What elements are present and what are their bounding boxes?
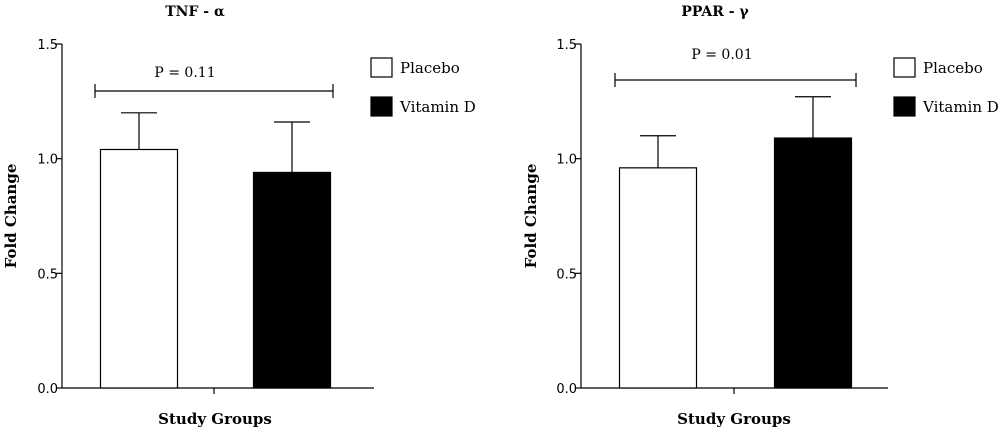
bar-placebo — [618, 167, 698, 389]
legend-swatch-vitamin-d — [370, 96, 393, 117]
legend-swatch-vitamin-d — [893, 96, 916, 117]
legend: Placebo Vitamin D — [370, 57, 476, 117]
p-value-annotation: P = 0.01 — [691, 47, 752, 63]
legend-label-vitamin-d: Vitamin D — [922, 98, 999, 116]
y-tick-label: 0.5 — [556, 267, 577, 282]
y-tick-label: 0.0 — [37, 382, 58, 397]
bar-vitamin-d — [252, 171, 332, 389]
p-value-annotation: P = 0.11 — [154, 65, 215, 81]
chart-title: TNF - α — [165, 4, 225, 20]
y-tick-label: 0.0 — [556, 382, 577, 397]
bar-vitamin-d — [773, 137, 853, 389]
legend-label-placebo: Placebo — [400, 59, 460, 77]
chart-panel-2: PPAR - γ 0.0 0.5 1.0 1.5 Fold Change Study Gro… — [522, 4, 999, 428]
y-axis-label: Fold Change — [2, 164, 20, 269]
legend: Placebo Vitamin D — [893, 57, 999, 117]
y-axis-label: Fold Change — [522, 164, 540, 269]
x-axis-label: Study Groups — [677, 410, 791, 428]
x-axis-label: Study Groups — [158, 410, 272, 428]
bar-placebo — [99, 148, 179, 389]
chart-title: PPAR - γ — [681, 4, 749, 20]
y-tick-label: 1.0 — [37, 153, 58, 168]
y-tick-label: 1.5 — [37, 38, 58, 53]
y-tick-label: 0.5 — [37, 267, 58, 282]
y-tick-label: 1.0 — [556, 153, 577, 168]
legend-label-placebo: Placebo — [923, 59, 983, 77]
chart-panel-1: TNF - α 0.0 0.5 1.0 1.5 Fold Change Study Grou… — [2, 4, 476, 428]
legend-swatch-placebo — [893, 57, 916, 78]
legend-swatch-placebo — [370, 57, 393, 78]
legend-label-vitamin-d: Vitamin D — [399, 98, 476, 116]
y-tick-label: 1.5 — [556, 38, 577, 53]
